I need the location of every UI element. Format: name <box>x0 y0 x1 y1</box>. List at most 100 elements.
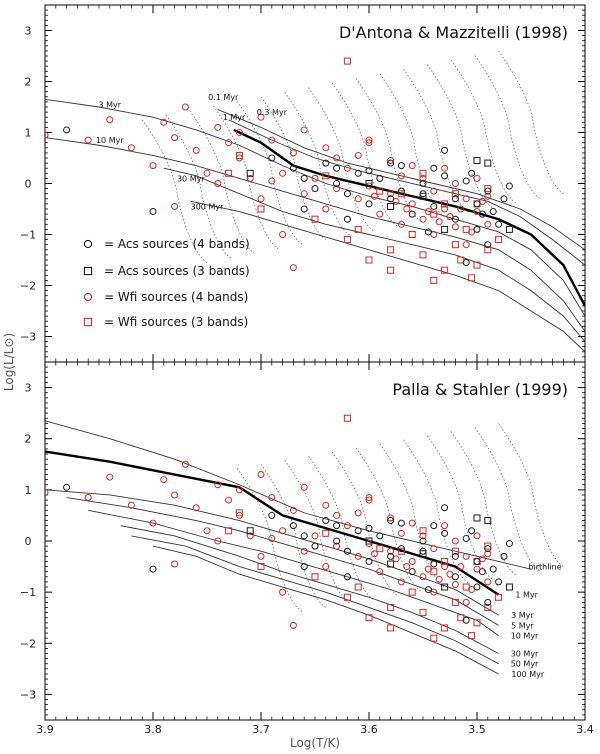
acs-4band-marker <box>505 540 513 548</box>
acs-4band-marker <box>387 517 395 525</box>
acs-4band-marker <box>289 164 297 172</box>
evolutionary-track <box>403 439 469 584</box>
wfi-4band-marker <box>365 136 373 144</box>
wfi-4band-marker <box>365 139 373 147</box>
acs-4band-marker <box>484 241 492 249</box>
wfi-4band-marker <box>235 154 243 162</box>
evolutionary-track <box>379 443 445 588</box>
wfi-3band-marker <box>441 624 449 632</box>
acs-4band-marker <box>430 560 438 568</box>
legend-label: = Acs sources (4 bands) <box>104 237 250 251</box>
wfi-3band-marker <box>408 231 416 238</box>
wfi-3band-marker <box>462 225 470 233</box>
wfi-4band-marker <box>468 228 476 236</box>
wfi-3band-marker <box>484 246 492 254</box>
y-tick-label: 1 <box>25 127 32 140</box>
wfi-4band-marker <box>484 192 492 200</box>
wfi-3band-marker <box>419 169 427 177</box>
evolutionary-track <box>474 55 540 199</box>
wfi-4band-marker <box>484 220 492 228</box>
acs-4band-marker <box>478 568 486 576</box>
wfi-3band-marker <box>495 236 503 244</box>
wfi-4band-marker <box>333 154 341 162</box>
wfi-3band-marker <box>311 573 319 581</box>
isochrone-label: 1 Myr <box>223 113 246 122</box>
y-tick-label: 3 <box>25 382 32 395</box>
wfi-4band-marker <box>279 231 287 238</box>
wfi-4band-marker <box>354 195 362 203</box>
wfi-4band-marker <box>387 514 395 522</box>
acs-3band-marker <box>387 202 395 210</box>
evolutionary-track <box>355 447 422 592</box>
acs-4band-marker <box>473 200 481 208</box>
wfi-4band-marker <box>387 547 395 555</box>
wfi-4band-marker <box>235 511 243 519</box>
evolutionary-track <box>260 464 326 608</box>
acs-4band-marker <box>365 557 373 565</box>
wfi-3band-marker <box>462 583 470 591</box>
evolutionary-track <box>308 455 374 600</box>
wfi-3band-marker <box>376 187 384 195</box>
wfi-4band-marker <box>419 215 427 223</box>
wfi-4band-marker <box>462 195 470 203</box>
wfi-4band-marker <box>149 162 157 170</box>
acs-4band-marker <box>300 532 308 540</box>
wfi-3band-marker <box>235 151 243 159</box>
evolutionary-track <box>498 423 564 567</box>
wfi-4band-marker <box>430 187 438 195</box>
acs-4band-marker <box>489 565 497 573</box>
wfi-3band-marker <box>257 205 265 213</box>
wfi-3band-marker <box>354 225 362 233</box>
isochrone-5-myr <box>66 497 499 626</box>
wfi-4band-marker <box>457 205 465 213</box>
wfi-3band-marker <box>451 190 459 198</box>
wfi-4band-marker <box>106 116 114 124</box>
y-tick-label: 1 <box>25 484 32 497</box>
wfi-4band-marker <box>322 563 330 571</box>
wfi-4band-marker <box>451 223 459 231</box>
wfi-4band-marker <box>457 563 465 571</box>
wfi-4band-marker <box>462 552 470 560</box>
isochrone-label: 1 Myr <box>515 591 538 600</box>
acs-4band-marker <box>478 210 486 218</box>
wfi-4band-marker <box>446 570 454 578</box>
evolutionary-track <box>498 50 564 194</box>
y-tick-label: 2 <box>25 76 32 89</box>
evolutionary-track <box>331 82 398 227</box>
wfi-3band-marker <box>354 583 362 591</box>
acs-4band-marker <box>430 202 438 210</box>
evolutionary-track <box>474 427 540 571</box>
wfi-4band-marker <box>214 537 222 545</box>
acs-4band-marker <box>430 522 438 530</box>
isochrone-50-myr <box>131 535 499 665</box>
legend-label: = Acs sources (3 bands) <box>104 264 250 278</box>
y-tick-label: 0 <box>25 178 32 191</box>
wfi-4band-marker <box>192 146 200 154</box>
isochrone-300-myr <box>190 200 585 353</box>
wfi-4band-marker <box>225 139 233 147</box>
evolutionary-track <box>450 59 517 204</box>
wfi-4band-marker <box>279 527 287 535</box>
acs-4band-marker <box>343 190 351 198</box>
isochrone-3-myr <box>45 98 585 317</box>
wfi-4band-marker <box>333 542 341 550</box>
highlighted-isochrone <box>45 450 500 596</box>
acs-4band-marker <box>451 552 459 560</box>
wfi-3band-marker <box>387 246 395 254</box>
acs-4band-marker <box>473 583 481 591</box>
wfi-4band-marker <box>370 192 378 200</box>
acs-4band-marker <box>63 126 71 134</box>
acs-4band-marker <box>311 185 319 193</box>
acs-4band-marker <box>387 159 395 167</box>
isochrone-1-myr <box>233 129 585 307</box>
wfi-4band-marker <box>343 164 351 172</box>
acs-4band-marker <box>451 573 459 581</box>
acs-3band-marker <box>365 537 373 545</box>
legend-marker-circle <box>83 239 93 249</box>
acs-4band-marker <box>387 195 395 203</box>
acs-4band-marker <box>149 565 157 573</box>
wfi-4band-marker <box>478 555 486 563</box>
wfi-4band-marker <box>181 103 189 111</box>
acs-4band-marker <box>484 545 492 553</box>
isochrone-label: 30 Myr <box>511 650 539 659</box>
